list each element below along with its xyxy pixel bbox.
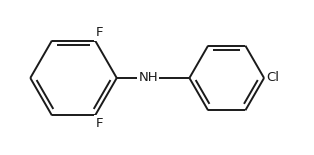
Text: F: F — [96, 117, 103, 130]
Text: NH: NH — [138, 71, 158, 84]
Text: F: F — [96, 26, 103, 39]
Text: Cl: Cl — [266, 71, 279, 84]
